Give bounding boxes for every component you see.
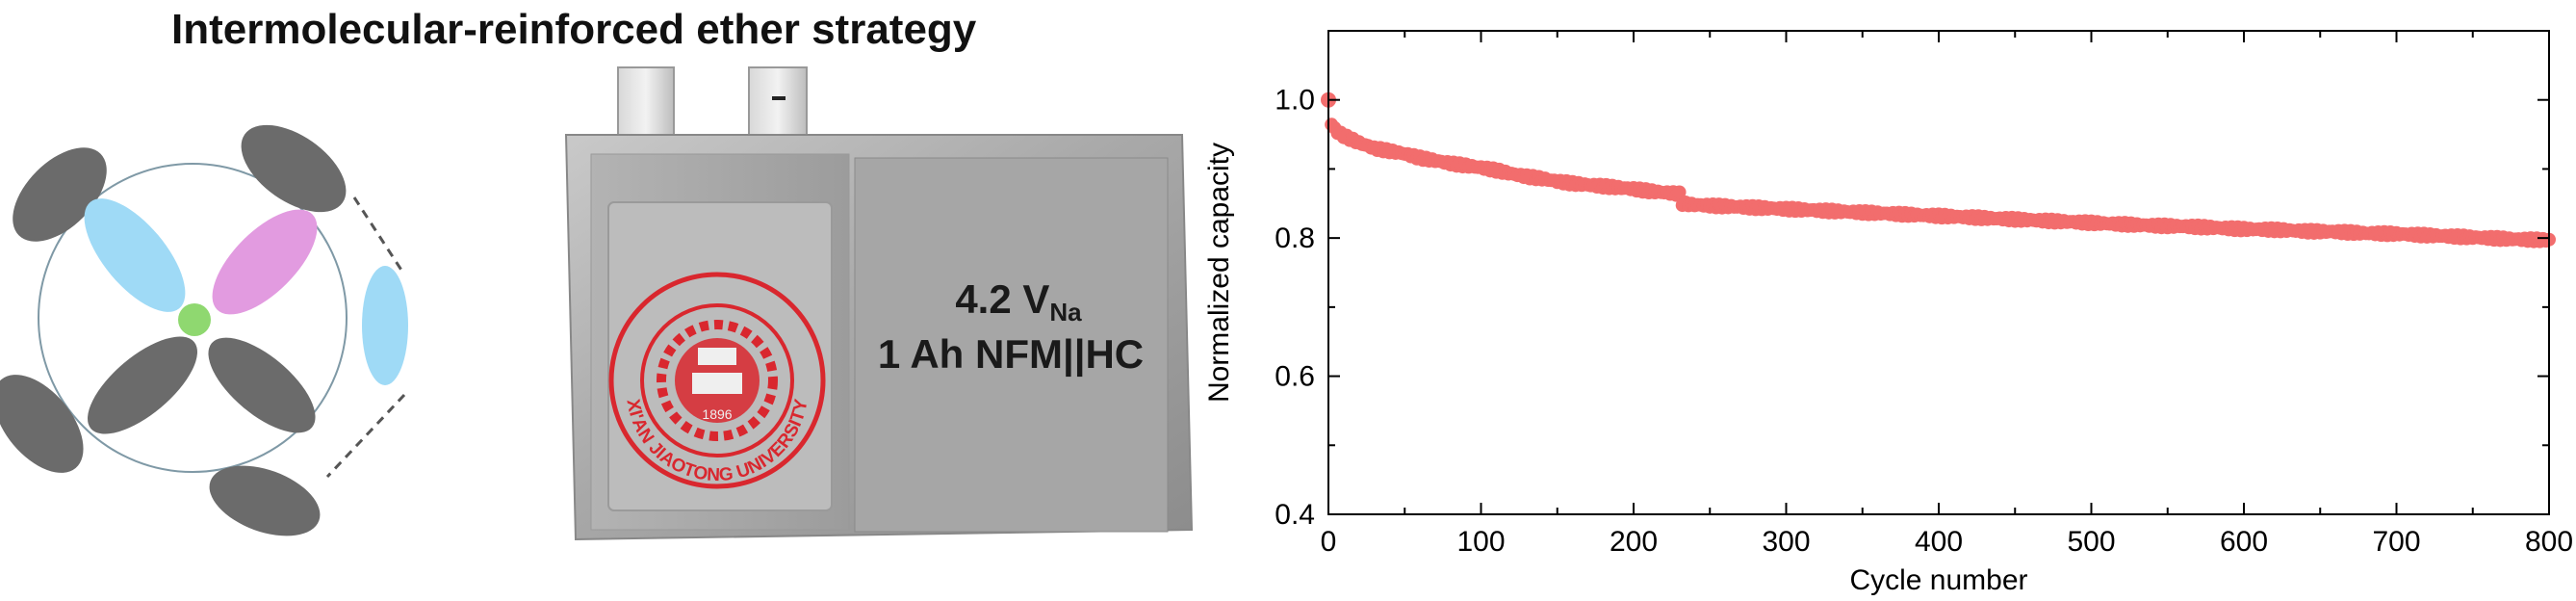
plot-layer: 0 100 200 300 400 500 600 700 800 0.4 0.6 0.8 1.0 Cyc… [1203, 30, 2573, 596]
pouch-right-panel [854, 157, 1169, 533]
seal-outer-ring [608, 272, 826, 489]
inner-solvent-right [208, 337, 316, 433]
cell-description-label: 1 Ah NFM||HC [878, 331, 1144, 378]
tab-mark [772, 96, 786, 100]
dashed-link-lower [325, 393, 406, 479]
x-tick-label: 800 [2525, 526, 2573, 558]
y-axis-label: Normalized capacity [1203, 143, 1235, 403]
seal-year-text: 1896 [702, 406, 732, 422]
additive-molecule [212, 209, 318, 315]
x-tick-label: 300 [1762, 526, 1810, 558]
dashed-link-upper [352, 196, 406, 275]
university-seal: 1896 XI'AN JIAOTONG UNIVERSITY [608, 272, 826, 489]
cell-voltage-label: 4.2 VNa [955, 276, 1082, 327]
x-tick-label: 700 [2372, 526, 2420, 558]
tab-left [617, 66, 675, 147]
seal-inner-ring [640, 303, 794, 457]
x-tick-label: 200 [1610, 526, 1658, 558]
outer-solvent-topleft [13, 147, 107, 242]
x-tick-label: 0 [1321, 526, 1337, 558]
figure-title: Intermolecular-reinforced ether strategy [171, 6, 977, 53]
y-tick-label: 1.0 [1275, 85, 1315, 117]
cell-voltage-sub: Na [1049, 298, 1082, 327]
inner-solvent-left [88, 336, 197, 434]
x-tick-label: 500 [2067, 526, 2115, 558]
sodium-cation [178, 303, 211, 336]
anion-outer [362, 266, 408, 385]
x-tick-label: 400 [1915, 526, 1963, 558]
y-tick-label: 0.6 [1275, 361, 1315, 393]
x-tick-label: 600 [2220, 526, 2268, 558]
pouch-cell-photo: 1896 XI'AN JIAOTONG UNIVERSITY 4.2 VNa 1… [564, 66, 1194, 541]
seal-gear [657, 320, 778, 441]
outer-solvent-bottom [209, 465, 321, 536]
plot-frame [1327, 30, 2550, 515]
capacity-chart: 0 100 200 300 400 500 600 700 800 0.4 0.6 0.8 1.0 Cyc… [1203, 30, 2573, 596]
outer-solvent-bottomleft [0, 375, 84, 473]
y-tick-label: 0.8 [1275, 222, 1315, 254]
seal-book [698, 348, 736, 365]
data-point [1672, 185, 1687, 199]
x-tick-label: 100 [1456, 526, 1505, 558]
solvation-shell-circle [38, 163, 348, 473]
seal-anvil [692, 373, 742, 394]
cell-voltage-main: 4.2 V [955, 276, 1049, 322]
anion-inner [84, 198, 186, 312]
x-axis-label: Cycle number [1849, 564, 2027, 596]
y-tick-label: 0.4 [1275, 499, 1315, 531]
solvation-diagram [0, 124, 408, 536]
outer-solvent-topright [241, 124, 347, 213]
